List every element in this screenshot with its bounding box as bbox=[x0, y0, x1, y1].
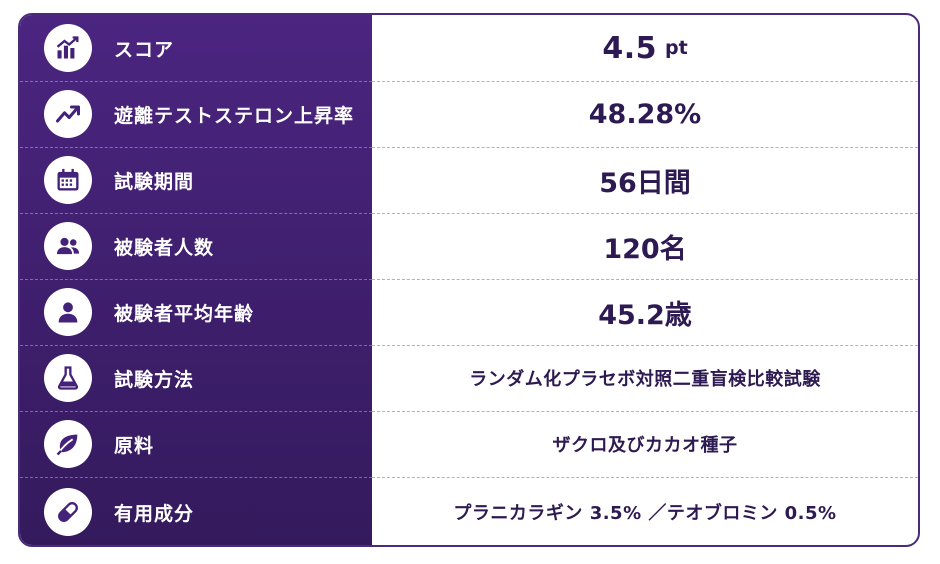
capsule-icon bbox=[44, 488, 92, 536]
row-label: 試験期間 bbox=[114, 170, 195, 193]
table-row: 被験者人数 120名 bbox=[20, 213, 918, 279]
row-label: 試験方法 bbox=[114, 368, 195, 391]
spec-table: スコア 4.5 pt 遊離テストステロン上昇率 48.28% 試験期間 56日間 bbox=[18, 13, 920, 547]
average-age-value: 45.2歳 bbox=[598, 299, 692, 331]
table-row: 試験期間 56日間 bbox=[20, 147, 918, 213]
table-row: 有用成分 プラニカラギン 3.5% ／テオブロミン 0.5% bbox=[20, 477, 918, 545]
table-row: 遊離テストステロン上昇率 48.28% bbox=[20, 81, 918, 147]
testosterone-rate-value: 48.28% bbox=[588, 98, 702, 130]
table-row: 試験方法 ランダム化プラセボ対照二重盲検比較試験 bbox=[20, 345, 918, 411]
row-label: 被験者人数 bbox=[114, 236, 215, 259]
flask-icon bbox=[44, 354, 92, 402]
row-label: 原料 bbox=[114, 434, 155, 457]
table-row: 被験者平均年齢 45.2歳 bbox=[20, 279, 918, 345]
active-ingredient-value: プラニカラギン 3.5% ／テオブロミン 0.5% bbox=[453, 503, 837, 524]
user-icon bbox=[44, 288, 92, 336]
leaf-icon bbox=[44, 420, 92, 468]
ingredient-value: ザクロ及びカカオ種子 bbox=[552, 435, 738, 456]
table-row: スコア 4.5 pt bbox=[20, 15, 918, 81]
users-icon bbox=[44, 222, 92, 270]
trending-up-icon bbox=[44, 90, 92, 138]
score-unit: pt bbox=[664, 37, 688, 59]
test-method-value: ランダム化プラセボ対照二重盲検比較試験 bbox=[469, 369, 821, 390]
row-label: スコア bbox=[114, 38, 175, 61]
bar-chart-icon bbox=[44, 24, 92, 72]
score-value: 4.5 bbox=[602, 30, 657, 66]
row-label: 有用成分 bbox=[114, 502, 195, 525]
table-row: 原料 ザクロ及びカカオ種子 bbox=[20, 411, 918, 477]
test-period-value: 56日間 bbox=[599, 167, 691, 199]
row-label: 遊離テストステロン上昇率 bbox=[114, 104, 355, 127]
subject-count-value: 120名 bbox=[603, 233, 687, 265]
row-label: 被験者平均年齢 bbox=[114, 302, 255, 325]
calendar-icon bbox=[44, 156, 92, 204]
